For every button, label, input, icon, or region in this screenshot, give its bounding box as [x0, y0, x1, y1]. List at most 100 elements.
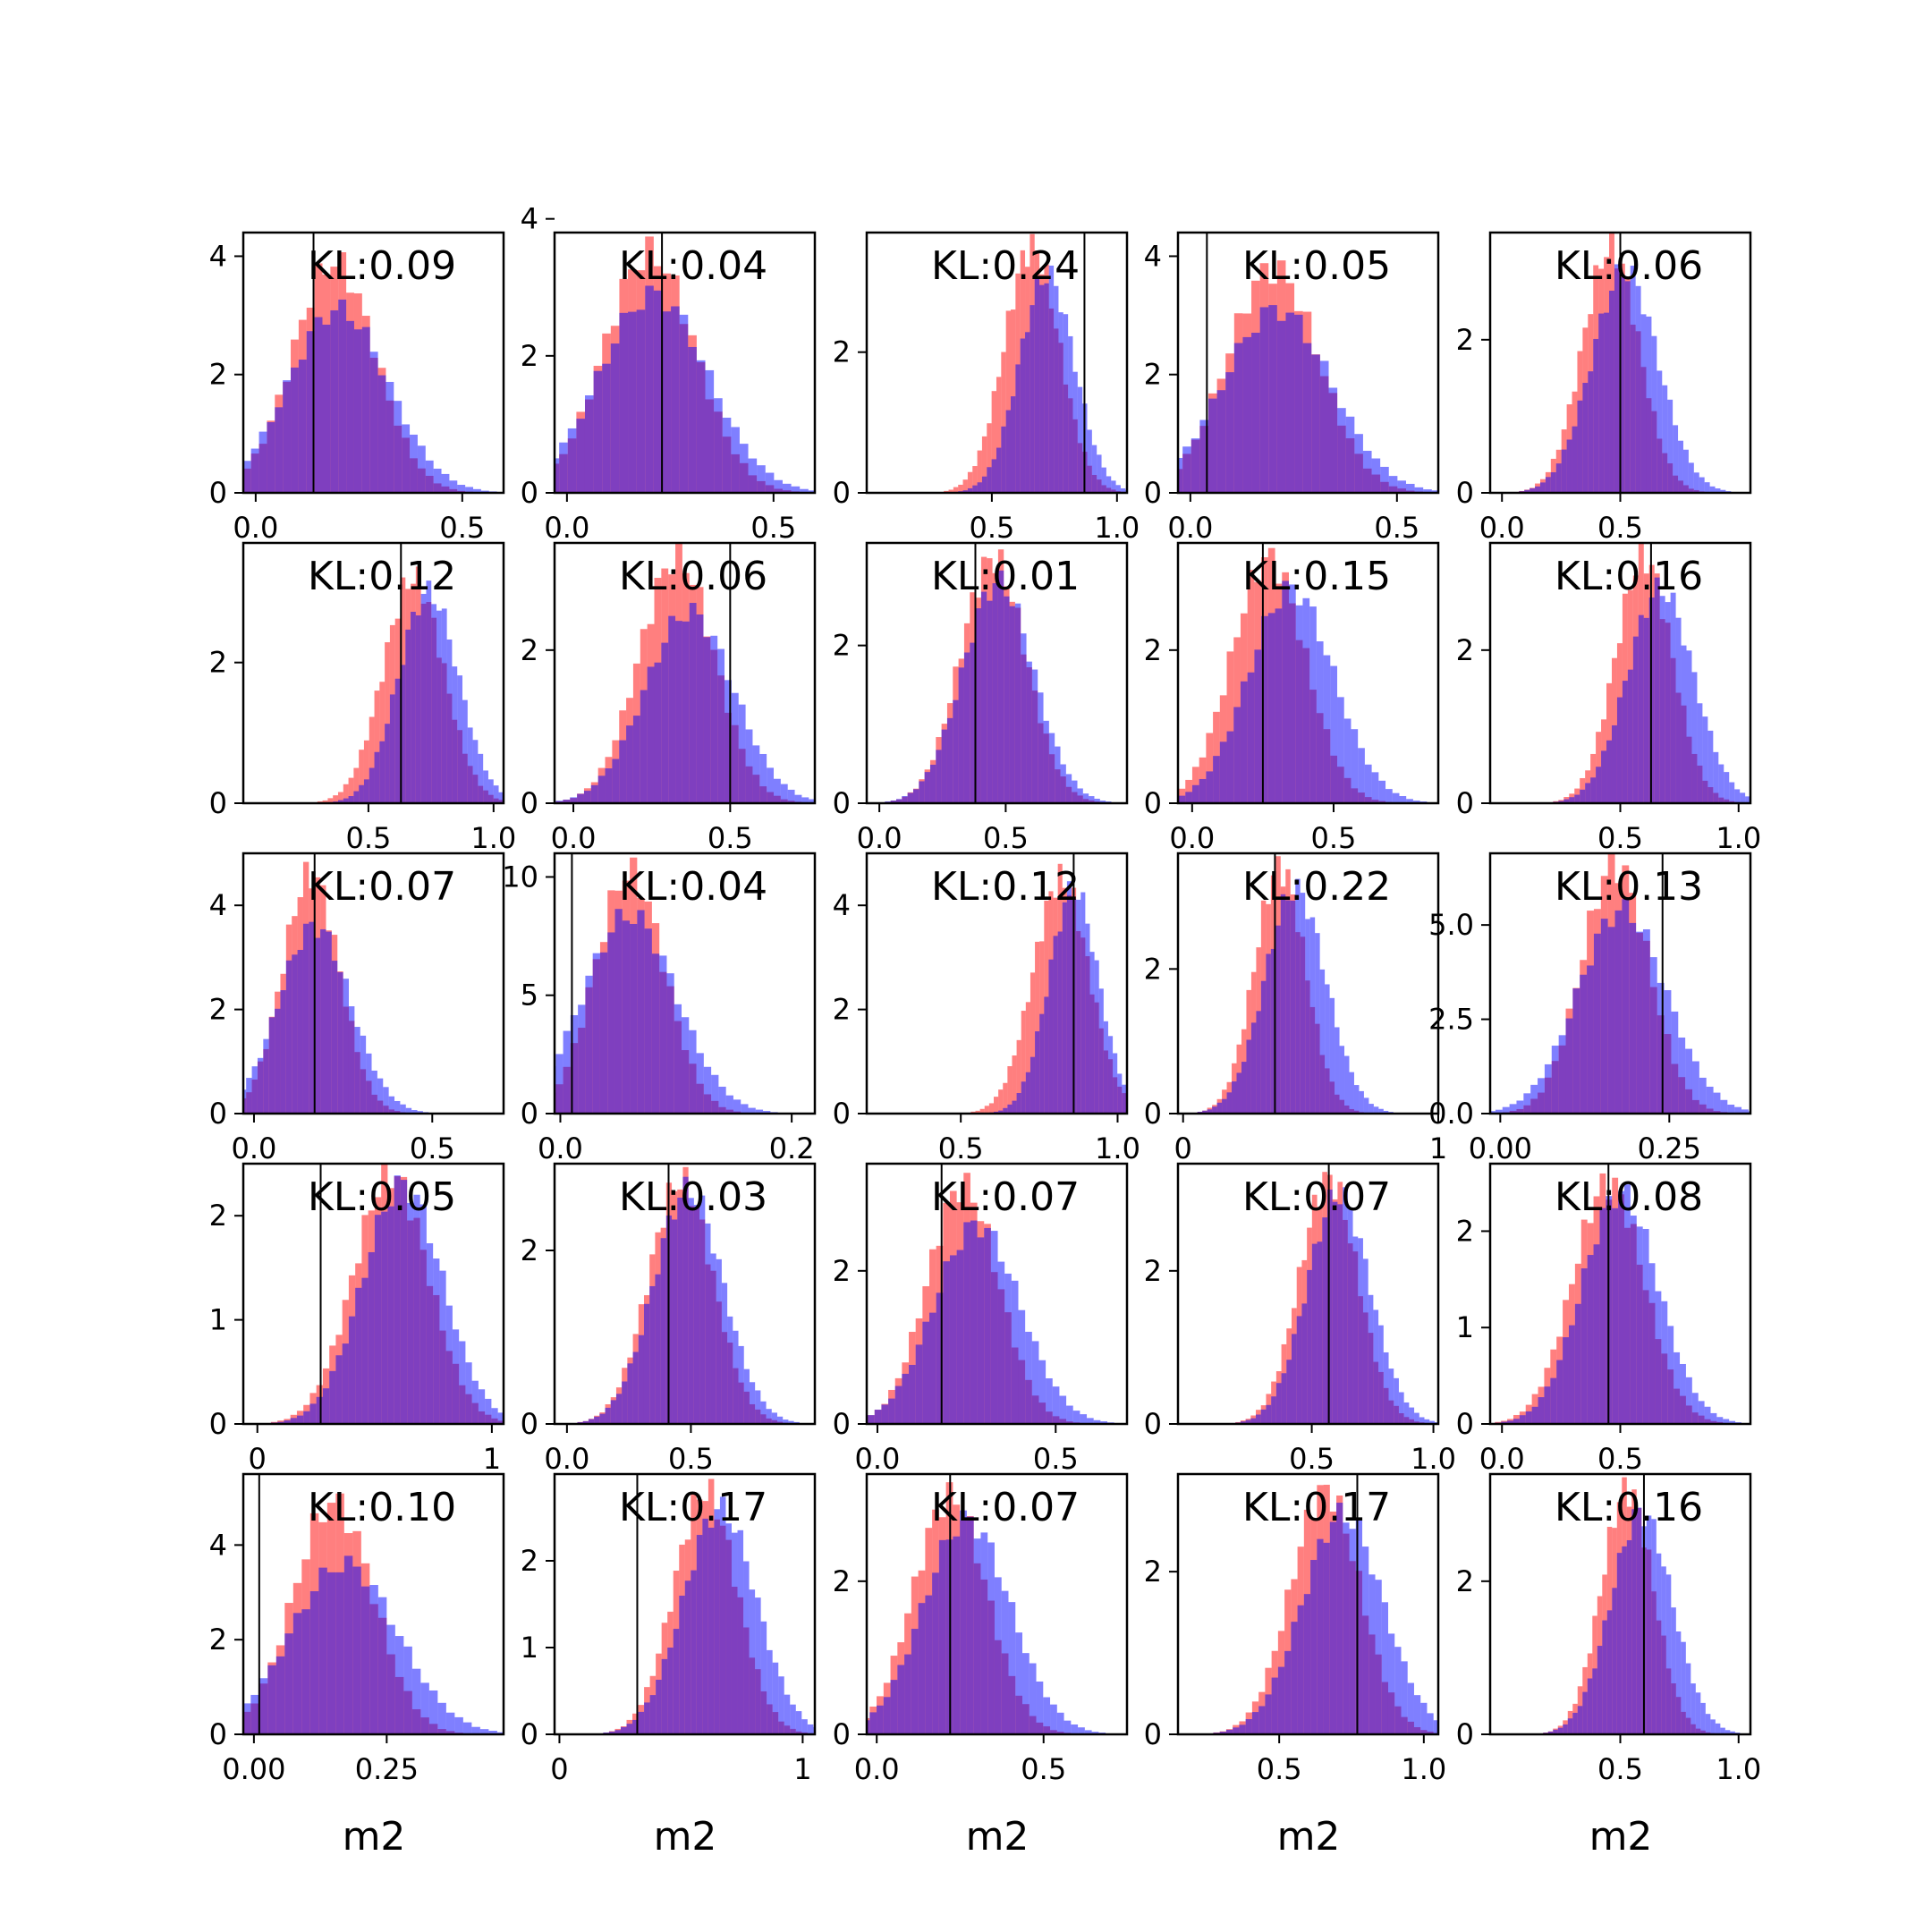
blue-bar	[640, 690, 648, 803]
blue-bar	[1697, 703, 1703, 803]
blue-bar	[1222, 1098, 1227, 1114]
blue-bar	[250, 448, 259, 493]
red-bar	[1012, 1055, 1017, 1114]
blue-bar	[981, 476, 987, 493]
blue-bar	[743, 1561, 750, 1734]
y-tick-label: 0	[209, 1407, 227, 1441]
blue-bar	[674, 1004, 682, 1114]
blue-bar	[719, 1496, 726, 1734]
blue-bar	[1309, 917, 1316, 1114]
blue-bar	[467, 727, 473, 803]
blue-bar	[331, 961, 338, 1114]
blue-bar	[251, 1066, 258, 1114]
blue-bar	[1225, 372, 1234, 493]
blue-bar	[462, 1722, 472, 1734]
blue-bar	[953, 1536, 961, 1734]
blue-bar	[1429, 1420, 1435, 1424]
y-tick-label: 2	[833, 335, 851, 369]
blue-bar	[1208, 398, 1217, 493]
blue-bar	[696, 1535, 703, 1734]
blue-bar	[1267, 613, 1275, 803]
blue-bar	[1587, 1678, 1593, 1734]
blue-bar	[1001, 1590, 1009, 1734]
x-tick-label: 0.5	[1033, 1442, 1079, 1476]
blue-bar	[400, 665, 406, 803]
blue-bar	[258, 431, 267, 493]
blue-bar	[371, 1070, 377, 1114]
blue-bar	[1343, 1522, 1350, 1734]
blue-bar	[330, 309, 339, 493]
blue-bar	[1618, 1191, 1625, 1424]
blue-bar	[966, 1516, 974, 1734]
blue-bar	[1568, 1325, 1575, 1424]
x-tick-label: 0.5	[1597, 511, 1643, 545]
blue-bar	[1336, 1503, 1343, 1734]
blue-bar	[748, 458, 758, 493]
y-tick-label: 0	[1456, 1717, 1474, 1751]
blue-bar	[689, 603, 697, 803]
blue-bar	[485, 1398, 492, 1424]
blue-bar	[1495, 1109, 1503, 1114]
y-tick-label: 0	[833, 786, 851, 820]
blue-bar	[990, 1231, 998, 1424]
blue-bar	[1705, 1714, 1711, 1734]
blue-bar	[936, 750, 942, 803]
red-bar	[979, 1108, 985, 1114]
x-tick-label: 1	[1429, 1131, 1447, 1165]
blue-bar	[369, 767, 375, 803]
blue-bar	[1734, 789, 1741, 803]
blue-bar	[1582, 383, 1589, 493]
axes-frame	[242, 1472, 505, 1736]
blue-bar	[645, 285, 654, 493]
blue-bar	[1345, 416, 1355, 493]
blue-bar	[1311, 1243, 1318, 1424]
blue-bar	[428, 1690, 438, 1734]
blue-bar	[1513, 1419, 1520, 1424]
blue-bar	[1362, 451, 1372, 493]
blue-bar	[1016, 1093, 1021, 1114]
blue-bar	[1089, 952, 1095, 1114]
blue-bar	[725, 1523, 732, 1734]
blue-bar	[385, 724, 390, 803]
blue-bar	[555, 458, 560, 493]
blue-bar	[1219, 1732, 1226, 1734]
axes-frame	[1488, 852, 1752, 1115]
blue-bar	[610, 1400, 616, 1424]
blue-bar	[890, 800, 896, 803]
blue-bar	[637, 910, 645, 1114]
subplot-r4-c2: 0.0 0.5 0 2 KL:0.07	[833, 1472, 1129, 1786]
blue-bar	[1383, 1110, 1389, 1114]
blue-bar	[1580, 789, 1586, 803]
kl-annotation: KL:0.17	[619, 1485, 767, 1530]
blue-bar	[649, 1695, 657, 1734]
blue-bar	[1704, 482, 1710, 493]
blue-bar	[619, 740, 627, 803]
blue-bar	[1294, 314, 1303, 493]
blue-bar	[1021, 1081, 1026, 1114]
blue-bar	[1406, 799, 1413, 803]
bars-group	[603, 1479, 815, 1734]
blue-bar	[1383, 1352, 1389, 1424]
blue-bar	[784, 1694, 791, 1734]
red-bar	[953, 487, 959, 493]
axes-frame	[865, 541, 1129, 805]
blue-bar	[314, 937, 321, 1114]
x-tick-label: 1.0	[1401, 1752, 1446, 1786]
blue-bar	[1662, 385, 1668, 493]
axes-frame	[242, 541, 505, 805]
blue-bar	[1373, 1106, 1379, 1114]
blue-bar	[1659, 596, 1665, 803]
blue-bar	[457, 485, 466, 493]
blue-bar	[1624, 1184, 1631, 1424]
subplot-r2-c3: 0 1 0 2 KL:0.22	[1144, 852, 1447, 1165]
blue-bar	[946, 717, 953, 803]
y-tick-label: 2	[209, 1623, 227, 1657]
kl-annotation: KL:0.03	[619, 1174, 767, 1220]
blue-bar	[661, 1658, 668, 1734]
axes-frame	[242, 231, 505, 495]
blue-bar	[377, 1597, 387, 1734]
blue-bar	[1371, 458, 1381, 493]
blue-bar	[1702, 716, 1708, 803]
blue-bar	[733, 1330, 739, 1424]
blue-bar	[1414, 487, 1424, 493]
